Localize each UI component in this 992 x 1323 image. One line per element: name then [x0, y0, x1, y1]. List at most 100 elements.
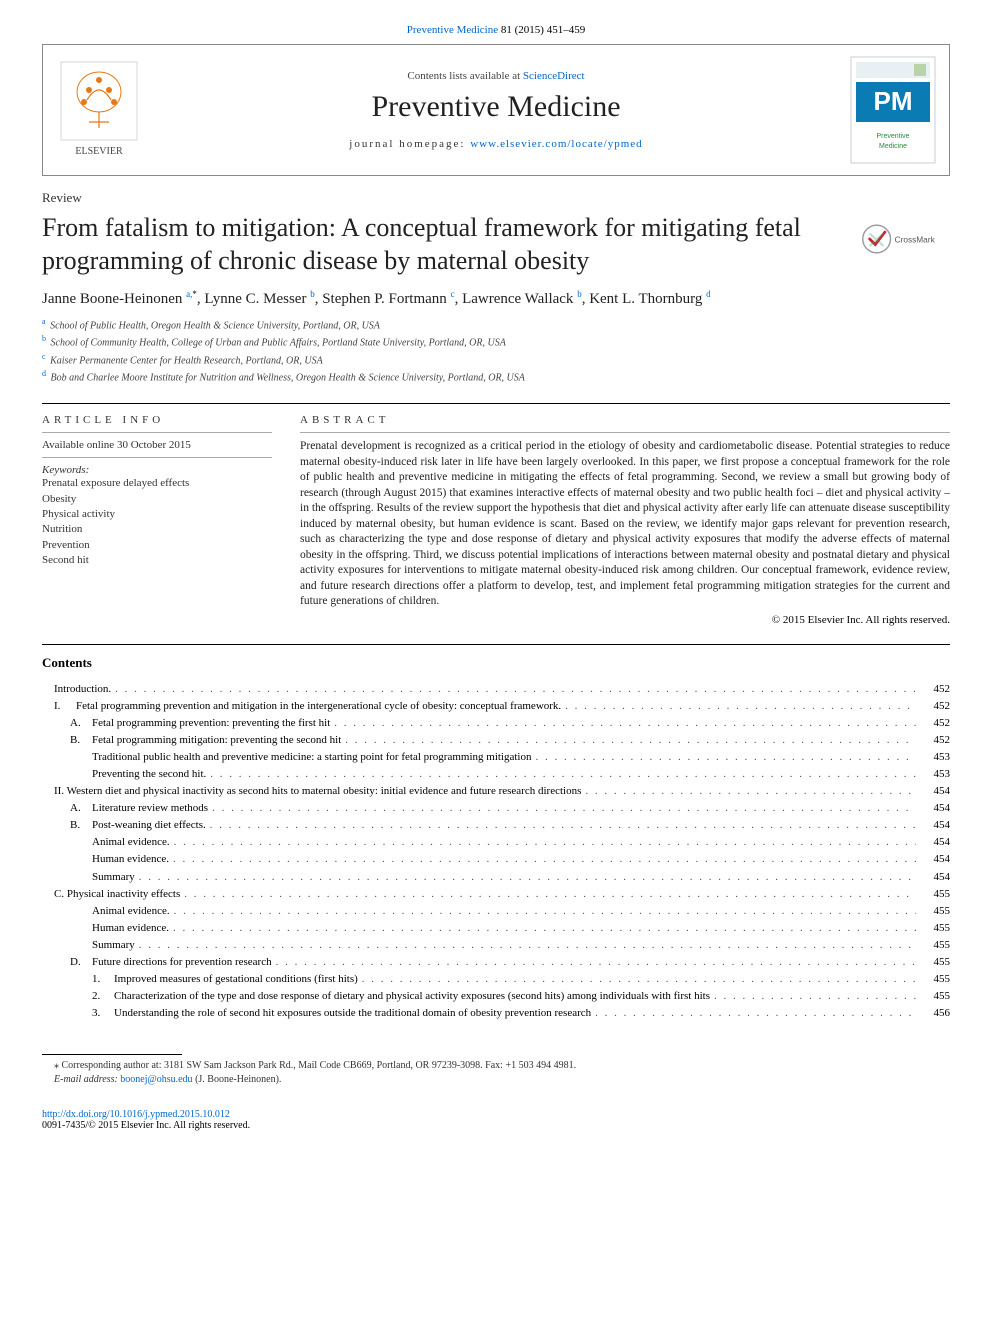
- journal-homepage-line: journal homepage: www.elsevier.com/locat…: [349, 138, 642, 150]
- article-type-label: Review: [42, 190, 950, 206]
- toc-entry-text: B.Fetal programming mitigation: preventi…: [70, 732, 341, 749]
- toc-dots: [212, 800, 916, 817]
- toc-dots: [565, 698, 916, 715]
- article-info-head: article info: [42, 414, 272, 426]
- citation-journal-link[interactable]: Preventive Medicine: [407, 24, 498, 36]
- svg-text:PM: PM: [874, 86, 913, 116]
- toc-entry-text: Human evidence.: [92, 851, 169, 868]
- toc-row[interactable]: B.Post-weaning diet effects. 454: [42, 817, 950, 834]
- toc-dots: [115, 681, 916, 698]
- toc-row[interactable]: 1.Improved measures of gestational condi…: [42, 971, 950, 988]
- toc-row[interactable]: A.Fetal programming prevention: preventi…: [42, 715, 950, 732]
- toc-entry-text: B.Post-weaning diet effects.: [70, 817, 206, 834]
- toc-entry-text: Summary: [92, 869, 135, 886]
- toc-row[interactable]: C. Physical inactivity effects 455: [42, 886, 950, 903]
- sciencedirect-link[interactable]: ScienceDirect: [523, 70, 585, 82]
- toc-page-num: 455: [920, 937, 950, 954]
- toc-dots: [585, 783, 916, 800]
- toc-row[interactable]: Traditional public health and preventive…: [42, 749, 950, 766]
- available-online: Available online 30 October 2015: [42, 439, 272, 451]
- toc-page-num: 454: [920, 800, 950, 817]
- toc-row[interactable]: I.Fetal programming prevention and mitig…: [42, 698, 950, 715]
- affiliation-item: c Kaiser Permanente Center for Health Re…: [42, 351, 950, 368]
- toc-entry-text: 2.Characterization of the type and dose …: [92, 988, 710, 1005]
- toc-entry-text: Traditional public health and preventive…: [92, 749, 531, 766]
- author-affil-sup: b: [310, 289, 315, 299]
- abstract-head: abstract: [300, 414, 950, 426]
- toc-entry-text: Summary: [92, 937, 135, 954]
- toc-row[interactable]: D.Future directions for prevention resea…: [42, 954, 950, 971]
- toc-row[interactable]: II. Western diet and physical inactivity…: [42, 783, 950, 800]
- affiliation-item: b School of Community Health, College of…: [42, 333, 950, 350]
- toc-row[interactable]: 2.Characterization of the type and dose …: [42, 988, 950, 1005]
- toc-entry-text: 3.Understanding the role of second hit e…: [92, 1005, 591, 1022]
- toc-page-num: 455: [920, 886, 950, 903]
- toc-dots: [139, 869, 916, 886]
- corresponding-author-note: ⁎ Corresponding author at: 3181 SW Sam J…: [42, 1059, 950, 1073]
- toc-entry-text: C. Physical inactivity effects: [54, 886, 180, 903]
- toc-row[interactable]: Animal evidence. 454: [42, 834, 950, 851]
- crossmark-label: CrossMark: [895, 234, 936, 244]
- author-email-link[interactable]: boonej@ohsu.edu: [120, 1074, 192, 1085]
- toc-page-num: 454: [920, 869, 950, 886]
- toc-entry-text: A.Fetal programming prevention: preventi…: [70, 715, 330, 732]
- toc-row[interactable]: Summary 454: [42, 869, 950, 886]
- toc-row[interactable]: Human evidence. 454: [42, 851, 950, 868]
- toc-dots: [174, 834, 916, 851]
- toc-dots: [210, 817, 916, 834]
- toc-dots: [173, 920, 916, 937]
- citation-line: Preventive Medicine 81 (2015) 451–459: [42, 24, 950, 36]
- journal-cover-icon: PM Preventive Medicine: [850, 56, 936, 164]
- toc-entry-text: Preventing the second hit.: [92, 766, 206, 783]
- toc-entry-text: Animal evidence.: [92, 903, 170, 920]
- toc-dots: [174, 903, 916, 920]
- journal-homepage-link[interactable]: www.elsevier.com/locate/ypmed: [470, 138, 642, 150]
- toc-page-num: 452: [920, 698, 950, 715]
- toc-row[interactable]: B.Fetal programming mitigation: preventi…: [42, 732, 950, 749]
- toc-dots: [210, 766, 916, 783]
- toc-entry-text: Human evidence.: [92, 920, 169, 937]
- table-of-contents: Introduction. 452 I.Fetal programming pr…: [42, 681, 950, 1022]
- elsevier-logo-icon: ELSEVIER: [59, 60, 139, 160]
- thin-rule: [300, 432, 950, 433]
- author-name: Lynne C. Messer: [204, 291, 306, 307]
- toc-row[interactable]: Animal evidence. 455: [42, 903, 950, 920]
- toc-row[interactable]: Introduction. 452: [42, 681, 950, 698]
- toc-dots: [345, 732, 916, 749]
- affiliation-list: a School of Public Health, Oregon Health…: [42, 316, 950, 385]
- section-rule: [42, 403, 950, 404]
- svg-text:ELSEVIER: ELSEVIER: [75, 146, 123, 157]
- toc-page-num: 453: [920, 749, 950, 766]
- toc-row[interactable]: Summary 455: [42, 937, 950, 954]
- journal-name: Preventive Medicine: [371, 90, 620, 124]
- toc-page-num: 452: [920, 732, 950, 749]
- abstract-column: abstract Prenatal development is recogni…: [300, 414, 950, 626]
- toc-row[interactable]: 3.Understanding the role of second hit e…: [42, 1005, 950, 1022]
- toc-page-num: 454: [920, 851, 950, 868]
- toc-page-num: 454: [920, 783, 950, 800]
- corresponding-star: *: [192, 289, 197, 299]
- toc-dots: [595, 1005, 916, 1022]
- doi-link[interactable]: http://dx.doi.org/10.1016/j.ypmed.2015.1…: [42, 1109, 950, 1120]
- abstract-body: Prenatal development is recognized as a …: [300, 439, 950, 610]
- thin-rule: [42, 432, 272, 433]
- toc-entry-text: Animal evidence.: [92, 834, 170, 851]
- toc-dots: [334, 715, 916, 732]
- toc-row[interactable]: Preventing the second hit. 453: [42, 766, 950, 783]
- section-rule: [42, 644, 950, 645]
- keyword-item: Second hit: [42, 553, 272, 568]
- toc-page-num: 454: [920, 817, 950, 834]
- toc-row[interactable]: Human evidence. 455: [42, 920, 950, 937]
- toc-page-num: 452: [920, 715, 950, 732]
- toc-entry-text: A.Literature review methods: [70, 800, 208, 817]
- toc-page-num: 453: [920, 766, 950, 783]
- toc-entry-text: D.Future directions for prevention resea…: [70, 954, 272, 971]
- keyword-item: Prenatal exposure delayed effects: [42, 476, 272, 491]
- toc-row[interactable]: A.Literature review methods 454: [42, 800, 950, 817]
- issn-copyright: 0091-7435/© 2015 Elsevier Inc. All right…: [42, 1120, 950, 1131]
- svg-text:Preventive: Preventive: [876, 133, 909, 140]
- crossmark-badge[interactable]: CrossMark: [860, 218, 950, 260]
- toc-dots: [139, 937, 916, 954]
- toc-page-num: 456: [920, 1005, 950, 1022]
- author-name: Stephen P. Fortmann: [322, 291, 447, 307]
